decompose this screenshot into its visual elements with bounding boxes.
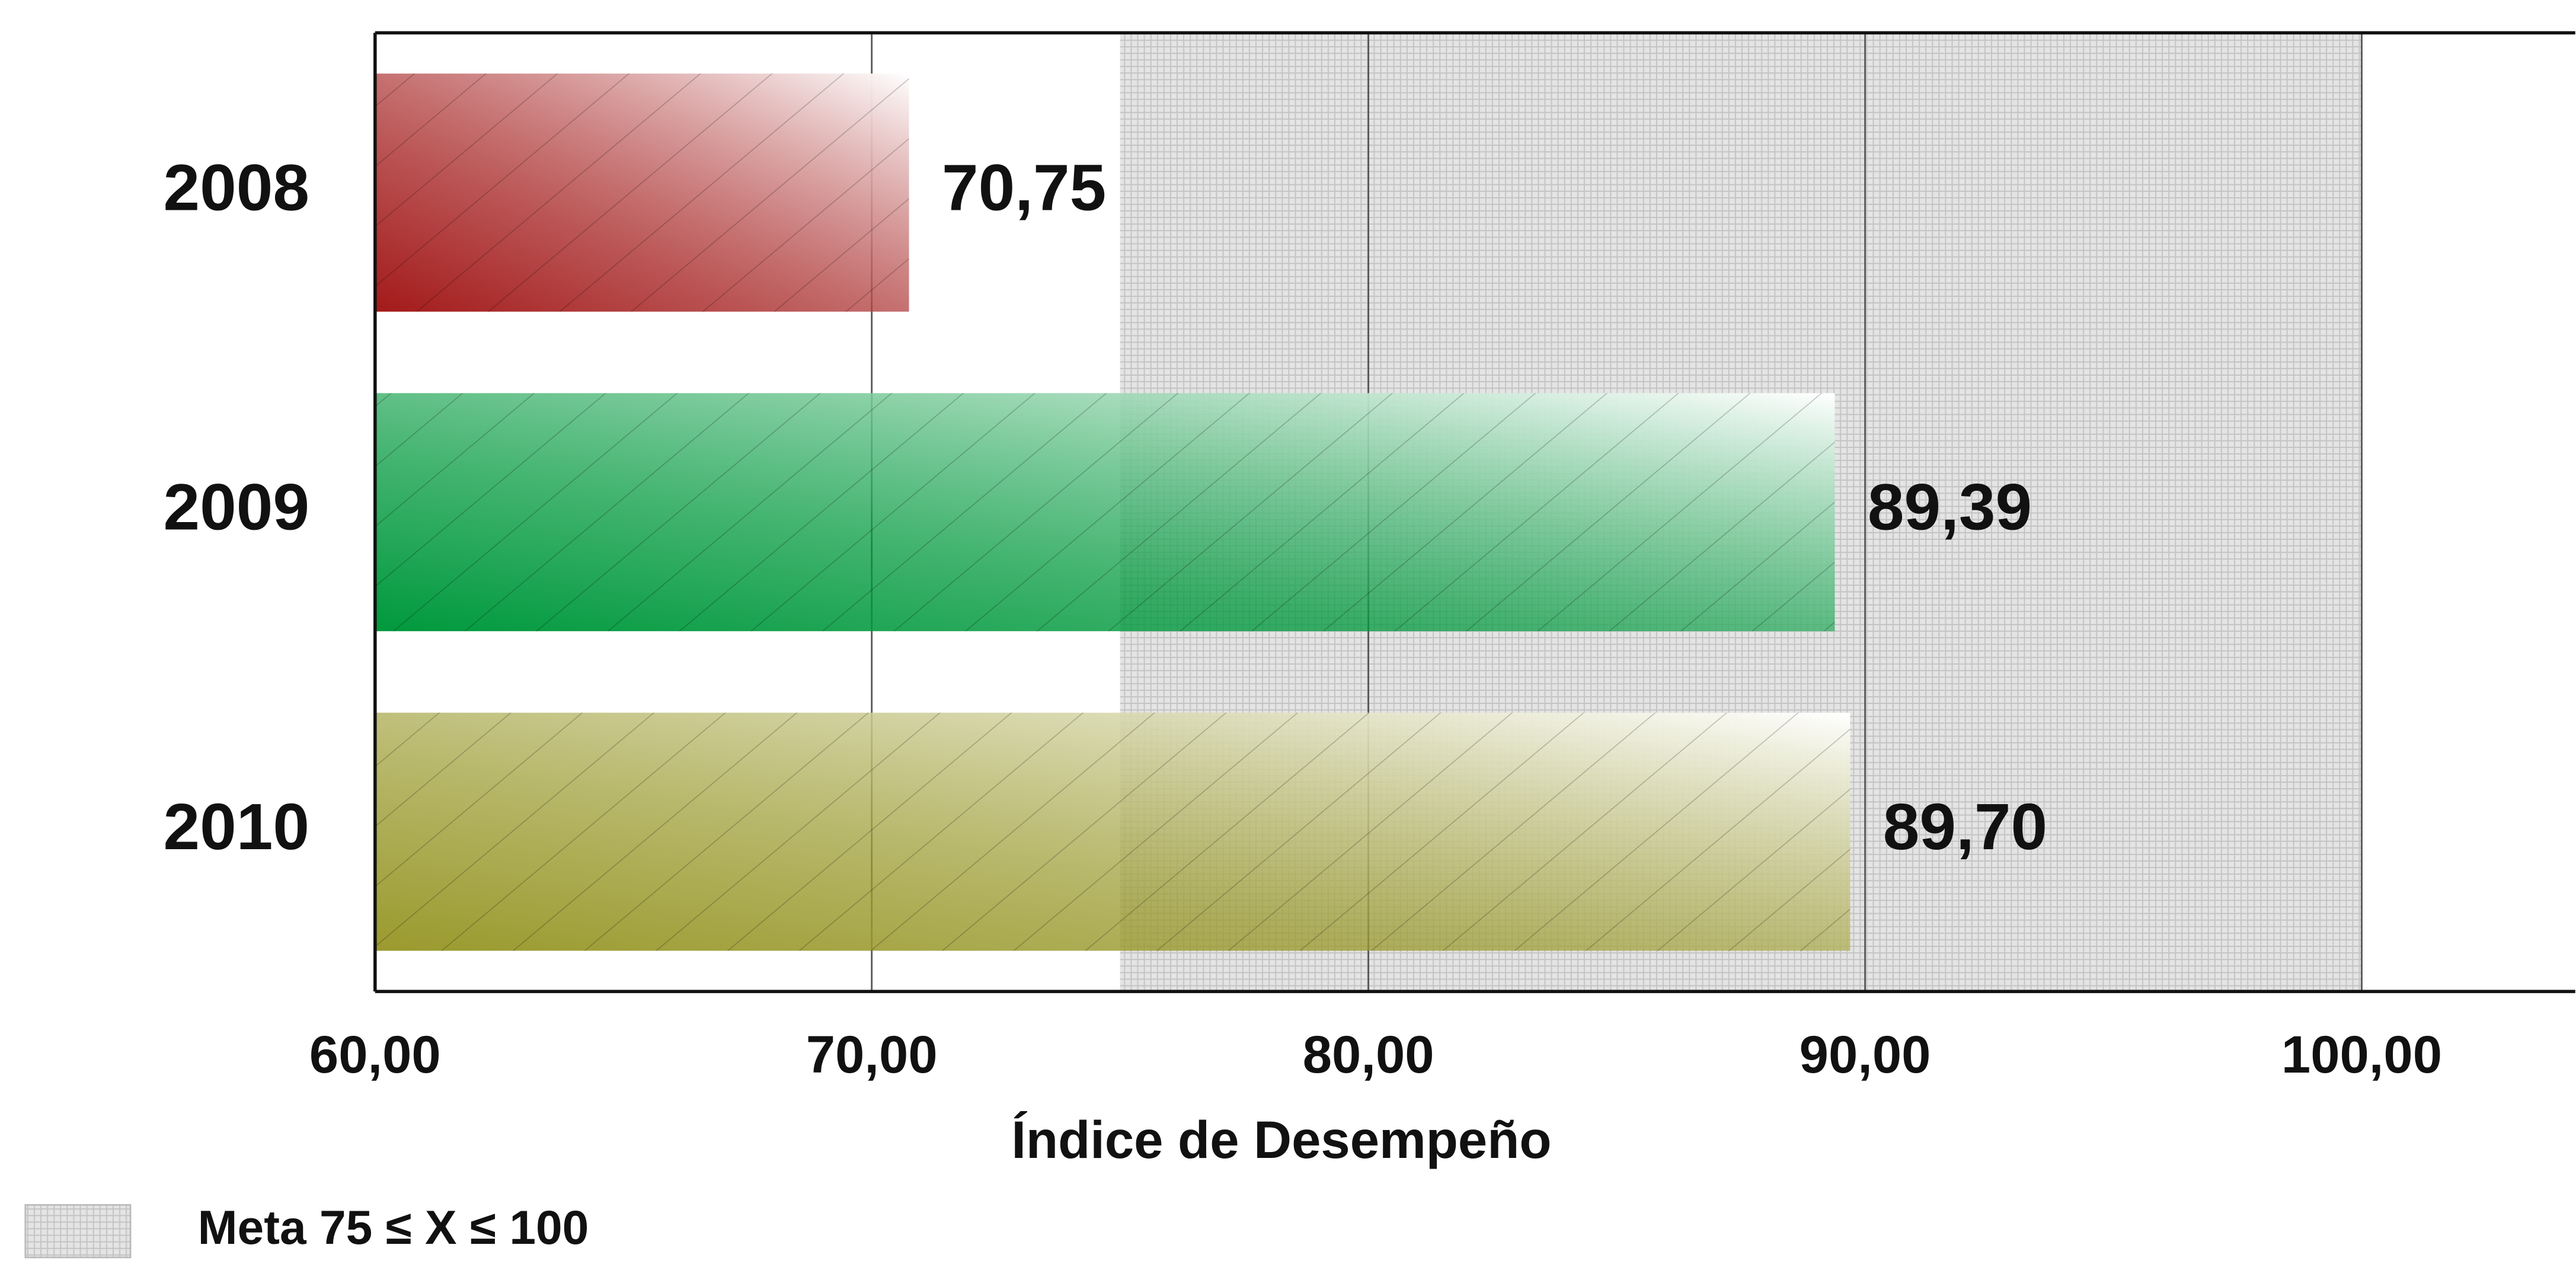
bar-hatch: [375, 393, 1835, 632]
legend-swatch: [24, 1204, 132, 1259]
x-tick-label: 90,00: [1800, 1025, 1931, 1084]
x-tick-label: 80,00: [1303, 1025, 1434, 1084]
value-label: 70,75: [942, 151, 1106, 224]
y-tick-label: 2008: [164, 151, 309, 224]
legend-label: Meta 75 ≤ X ≤ 100: [198, 1201, 589, 1255]
bar-hatch: [375, 712, 1850, 951]
bar-hatch: [375, 73, 909, 312]
x-tick-label: 60,00: [309, 1025, 441, 1084]
x-axis-label: Índice de Desempeño: [1011, 1111, 1551, 1169]
x-tick-label: 70,00: [806, 1025, 938, 1084]
value-label: 89,39: [1868, 471, 2032, 544]
x-tick-label: 100,00: [2281, 1025, 2442, 1084]
y-tick-label: 2009: [164, 471, 309, 544]
y-tick-label: 2010: [164, 791, 309, 863]
value-label: 89,70: [1883, 791, 2047, 863]
